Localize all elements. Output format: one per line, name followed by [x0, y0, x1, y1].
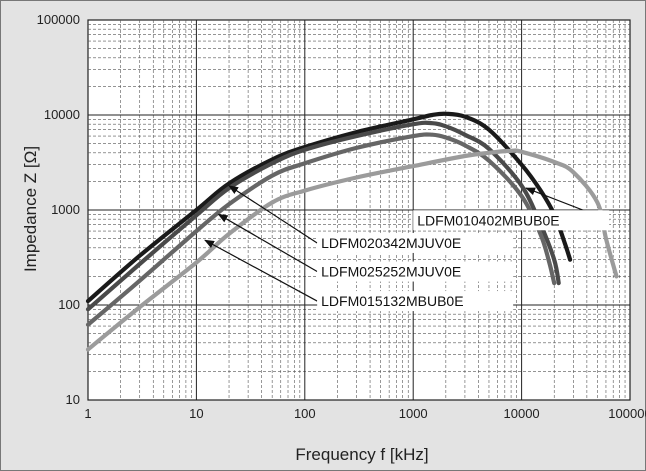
- x-tick-label: 10: [189, 406, 203, 421]
- annotation-label: LDFM015132MBUB0E: [321, 293, 463, 309]
- major-grid: [88, 20, 630, 400]
- tick-labels: 1 10 100 1000 10000 100000 10 100 1000 10000 10000…: [37, 12, 646, 421]
- annotation-label: LDFM020342MJUV0E: [321, 235, 461, 251]
- y-tick-label: 1000: [51, 202, 80, 217]
- annotation-label-bg: [413, 210, 610, 231]
- annotation-label-bg: [317, 291, 514, 312]
- x-tick-label: 100: [294, 406, 316, 421]
- x-tick-label: 10000: [504, 406, 540, 421]
- y-axis-title: Impedance Z [Ω]: [21, 146, 40, 272]
- x-tick-label: 1: [84, 406, 91, 421]
- annotation-arrow: [228, 185, 318, 244]
- y-tick-label: 10000: [44, 107, 80, 122]
- y-tick-label: 10: [66, 392, 80, 407]
- series-line-ldfm020342mjuv0e: [85, 120, 561, 312]
- annotation-label-bg: [317, 232, 514, 253]
- annotation-label: LDFM010402MBUB0E: [417, 212, 559, 228]
- annotation-label-bg: [317, 261, 514, 282]
- y-tick-label: 100000: [37, 12, 80, 27]
- x-tick-label: 1000: [399, 406, 428, 421]
- annotation-arrow: [217, 213, 318, 273]
- x-axis-title: Frequency f [kHz]: [295, 445, 428, 464]
- annotation-label: LDFM025252MJUV0E: [321, 264, 461, 280]
- y-tick-label: 100: [58, 297, 80, 312]
- annotation-arrow: [204, 239, 318, 302]
- x-tick-label: 100000: [608, 406, 646, 421]
- series-line-ldfm010402mbub0e: [85, 111, 573, 304]
- annotation-layer: LDFM010402MBUB0E LDFM020342MJUV0E LDFM0252…: [204, 185, 610, 312]
